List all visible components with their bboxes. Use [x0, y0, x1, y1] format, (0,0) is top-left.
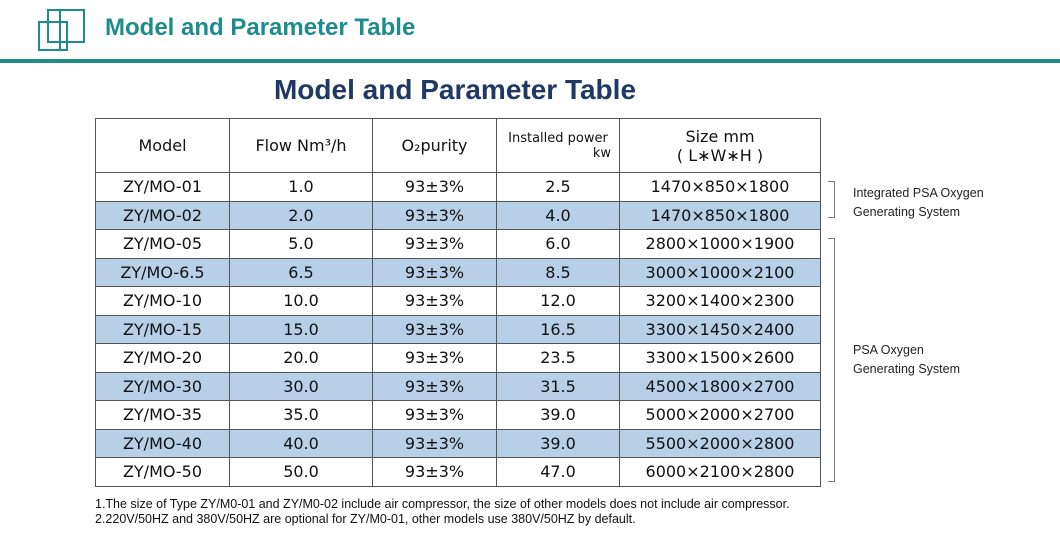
table-row: ZY/MO-05 5.0 93±3% 6.0 2800×1000×1900: [95, 229, 821, 259]
header-rule: [0, 59, 1060, 63]
table-cell: ZY/MO-35: [95, 400, 230, 430]
group-bracket: [828, 238, 835, 482]
table-row: ZY/MO-01 1.0 93±3% 2.5 1470×850×1800: [95, 172, 821, 202]
header-cell: O₂purity: [372, 118, 497, 173]
header-text: kw: [592, 145, 611, 161]
header-text: Model: [138, 136, 187, 155]
table-title: Model and Parameter Table: [273, 74, 637, 105]
group-label-line: Generating System: [853, 205, 960, 219]
table-cell: 93±3%: [372, 343, 497, 373]
table-cell: 1470×850×1800: [619, 172, 821, 202]
table-cell: 40.0: [229, 428, 373, 458]
table-cell: 10.0: [229, 286, 373, 316]
table-cell: 8.5: [496, 257, 620, 287]
header-cell: Flow Nm³/h: [229, 118, 373, 173]
group-label: Integrated PSA Oxygen Generating System: [853, 184, 984, 222]
table-row: ZY/MO-30 30.0 93±3% 31.5 4500×1800×2700: [95, 371, 821, 401]
table-row: ZY/MO-20 20.0 93±3% 23.5 3300×1500×2600: [95, 343, 821, 373]
table-cell: 3000×1000×2100: [619, 257, 821, 287]
table-cell: ZY/MO-15: [95, 314, 230, 344]
table-cell: 5000×2000×2700: [619, 400, 821, 430]
table-row: ZY/MO-6.5 6.5 93±3% 8.5 3000×1000×2100: [95, 257, 821, 287]
table-cell: 1.0: [229, 172, 373, 202]
table-row: ZY/MO-35 35.0 93±3% 39.0 5000×2000×2700: [95, 400, 821, 430]
table-cell: 4500×1800×2700: [619, 371, 821, 401]
table-cell: ZY/MO-02: [95, 200, 230, 230]
header-text: Size mm: [685, 126, 755, 146]
table-cell: 93±3%: [372, 400, 497, 430]
table-cell: 3200×1400×2300: [619, 286, 821, 316]
group-label-line: Integrated PSA Oxygen: [853, 186, 984, 200]
table-cell: 93±3%: [372, 286, 497, 316]
group-bracket: [828, 181, 835, 218]
table-cell: 3300×1500×2600: [619, 343, 821, 373]
table-row: ZY/MO-02 2.0 93±3% 4.0 1470×850×1800: [95, 200, 821, 230]
group-label-line: Generating System: [853, 362, 960, 376]
table-cell: ZY/MO-20: [95, 343, 230, 373]
table-cell: 93±3%: [372, 229, 497, 259]
table-cell: ZY/MO-40: [95, 428, 230, 458]
table-cell: 31.5: [496, 371, 620, 401]
table-cell: 93±3%: [372, 371, 497, 401]
header-cell: Size mm( L∗W∗H ): [619, 118, 821, 173]
table-cell: 3300×1450×2400: [619, 314, 821, 344]
table-cell: ZY/MO-30: [95, 371, 230, 401]
note: 2.220V/50HZ and 380V/50HZ are optional f…: [95, 512, 636, 526]
table-row: ZY/MO-15 15.0 93±3% 16.5 3300×1450×2400: [95, 314, 821, 344]
table-cell: 5500×2000×2800: [619, 428, 821, 458]
table-cell: 2.0: [229, 200, 373, 230]
table-cell: 6.5: [229, 257, 373, 287]
table-cell: ZY/MO-05: [95, 229, 230, 259]
table-cell: 35.0: [229, 400, 373, 430]
table-cell: 1470×850×1800: [619, 200, 821, 230]
header-text: Flow Nm³/h: [255, 136, 347, 155]
table-cell: 6000×2100×2800: [619, 457, 821, 487]
table-row: ZY/MO-40 40.0 93±3% 39.0 5500×2000×2800: [95, 428, 821, 458]
table-cell: ZY/MO-10: [95, 286, 230, 316]
table-cell: 93±3%: [372, 172, 497, 202]
table-cell: 93±3%: [372, 457, 497, 487]
header-cell: Model: [95, 118, 230, 173]
table-cell: 23.5: [496, 343, 620, 373]
table-row: ZY/MO-50 50.0 93±3% 47.0 6000×2100×2800: [95, 457, 821, 487]
table-cell: ZY/MO-6.5: [95, 257, 230, 287]
table-cell: 93±3%: [372, 200, 497, 230]
table-cell: 50.0: [229, 457, 373, 487]
table-cell: 5.0: [229, 229, 373, 259]
header-text: Installed power: [508, 130, 608, 146]
parameter-table: Model Flow Nm³/h O₂purity Installed power kw…: [95, 118, 821, 487]
table-cell: 15.0: [229, 314, 373, 344]
header-title: Model and Parameter Table: [105, 14, 416, 41]
table-cell: 2800×1000×1900: [619, 229, 821, 259]
table-row: ZY/MO-10 10.0 93±3% 12.0 3200×1400×2300: [95, 286, 821, 316]
table-cell: 39.0: [496, 428, 620, 458]
header-row: Model Flow Nm³/h O₂purity Installed power kw…: [95, 118, 821, 173]
header-text: ( L∗W∗H ): [676, 145, 764, 165]
table-cell: 12.0: [496, 286, 620, 316]
header-text: O₂purity: [401, 136, 468, 155]
table-cell: 93±3%: [372, 428, 497, 458]
table-cell: 4.0: [496, 200, 620, 230]
table-cell: 2.5: [496, 172, 620, 202]
table-cell: 93±3%: [372, 257, 497, 287]
table-cell: ZY/MO-50: [95, 457, 230, 487]
table-cell: 20.0: [229, 343, 373, 373]
table-cell: 47.0: [496, 457, 620, 487]
group-label: PSA Oxygen Generating System: [853, 341, 960, 379]
group-label-line: PSA Oxygen: [853, 343, 924, 357]
table-cell: ZY/MO-01: [95, 172, 230, 202]
note: 1.The size of Type ZY/M0-01 and ZY/M0-02…: [95, 497, 790, 511]
table-cell: 6.0: [496, 229, 620, 259]
header-icon: [38, 9, 85, 51]
table-cell: 16.5: [496, 314, 620, 344]
header-cell: Installed power kw: [496, 118, 620, 173]
table-cell: 93±3%: [372, 314, 497, 344]
table-cell: 30.0: [229, 371, 373, 401]
table-cell: 39.0: [496, 400, 620, 430]
